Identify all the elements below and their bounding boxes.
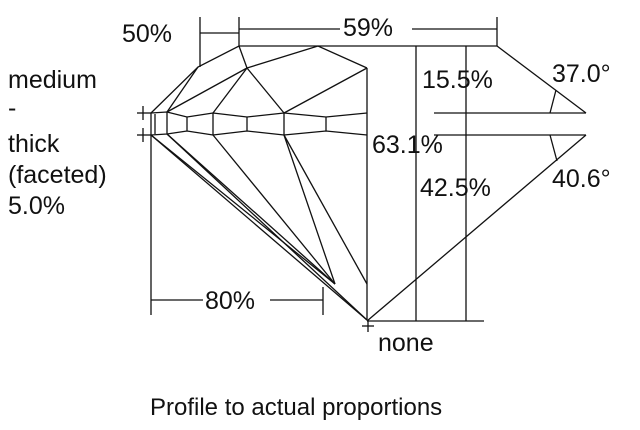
crown-depth-label: 15.5%	[422, 66, 493, 94]
pavilion-facets	[150, 68, 374, 332]
crown-facets	[150, 45, 368, 114]
dimension-lines	[150, 17, 587, 322]
lower-half-label: 80%	[205, 287, 256, 315]
girdle	[137, 106, 368, 142]
girdle-label-line2: -	[8, 94, 17, 122]
crown-height-label: 50%	[122, 20, 173, 48]
culet-label: none	[378, 329, 434, 357]
girdle-label-line3: thick	[8, 130, 60, 158]
pavilion-depth-label: 42.5%	[420, 174, 491, 202]
diagram-caption: Profile to actual proportions	[150, 394, 443, 421]
girdle-label-line1: medium	[8, 66, 97, 94]
crown-angle-label: 37.0°	[552, 60, 611, 88]
girdle-label-line4: (faceted)	[8, 161, 107, 189]
table-percent-label: 59%	[343, 14, 394, 42]
girdle-percent-label: 5.0%	[8, 192, 65, 220]
pavilion-angle-label: 40.6°	[552, 165, 611, 193]
total-depth-label: 63.1%	[372, 131, 443, 159]
